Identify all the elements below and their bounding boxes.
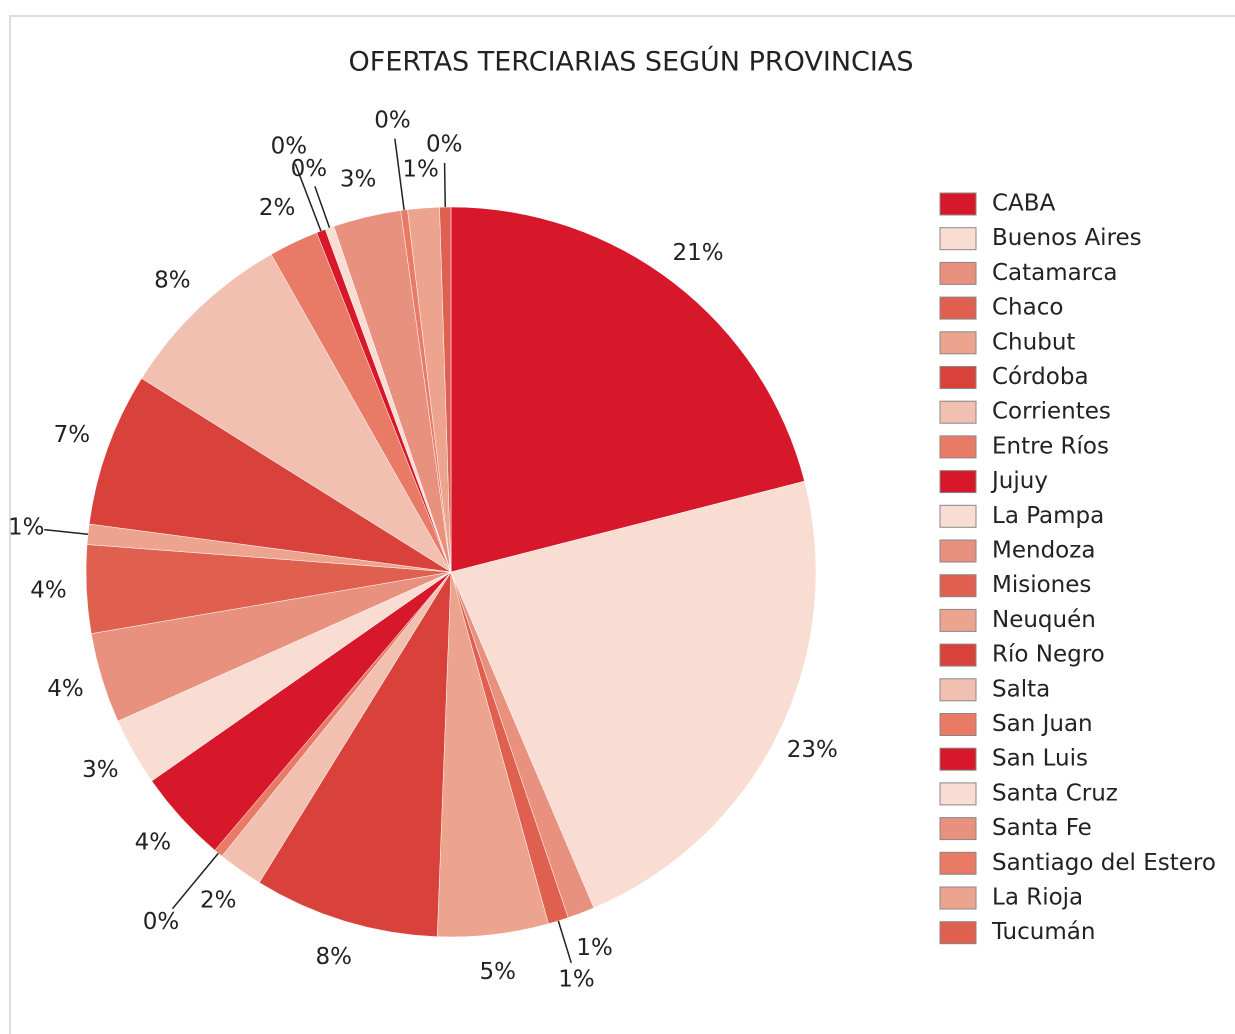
data-label: 4%: [30, 577, 67, 603]
data-label: 0%: [291, 156, 328, 182]
legend-swatch: [939, 851, 977, 875]
leader-line: [294, 163, 322, 232]
legend-swatch: [939, 608, 977, 632]
data-label: 2%: [259, 195, 296, 221]
legend-label: Salta: [992, 676, 1050, 702]
legend-swatch: [939, 921, 977, 945]
legend-swatch: [939, 886, 977, 910]
legend-label: Entre Ríos: [992, 433, 1109, 459]
data-label: 21%: [672, 240, 723, 266]
pie-slice: [450, 480, 817, 909]
leader-line: [443, 163, 447, 208]
legend-swatch: [939, 713, 977, 736]
legend-swatch: [939, 261, 977, 285]
leader-line: [394, 138, 405, 211]
legend-label: Mendoza: [992, 538, 1095, 564]
legend-swatch: [939, 470, 977, 494]
leader-line: [557, 920, 572, 964]
legend-label: Neuquén: [992, 607, 1096, 633]
pie-slice: [258, 571, 452, 938]
legend-label: CABA: [992, 191, 1056, 217]
legend-swatch: [939, 331, 977, 355]
data-label: 7%: [54, 422, 91, 448]
legend-label: Santa Cruz: [992, 780, 1118, 806]
data-label: 23%: [787, 737, 838, 763]
legend-swatch: [939, 643, 977, 667]
data-label: 4%: [135, 830, 172, 856]
data-label: 1%: [402, 157, 439, 183]
legend-label: La Pampa: [992, 503, 1104, 529]
legend-swatch: [939, 400, 977, 424]
leader-line: [314, 186, 331, 229]
data-label: 0%: [143, 909, 180, 935]
leader-line: [171, 852, 219, 910]
legend-label: La Rioja: [992, 885, 1083, 911]
legend-swatch: [939, 817, 977, 841]
legend-label: Chubut: [992, 329, 1075, 355]
pie-slice: [141, 254, 452, 573]
legend-label: Córdoba: [992, 364, 1089, 390]
data-label: 1%: [576, 935, 613, 961]
legend-swatch: [939, 678, 977, 702]
legend-label: Catamarca: [992, 260, 1117, 286]
data-label: 3%: [340, 166, 377, 192]
chart-title: OFERTAS TERCIARIAS SEGÚN PROVINCIAS: [349, 46, 914, 78]
legend-swatch: [939, 574, 977, 598]
frame: [9, 15, 1235, 1034]
legend-swatch: [939, 539, 977, 563]
legend-swatch: [939, 296, 977, 320]
data-label: 0%: [271, 133, 308, 159]
data-label: 5%: [479, 959, 516, 985]
legend-label: Santiago del Estero: [992, 850, 1216, 876]
data-label: 3%: [82, 757, 119, 783]
leader-line: [44, 528, 89, 535]
data-label: 1%: [558, 967, 595, 993]
legend-swatch: [939, 504, 977, 528]
data-label: 1%: [8, 514, 45, 540]
legend-label: Buenos Aires: [992, 225, 1142, 251]
legend-label: Chaco: [992, 295, 1063, 321]
data-label: 4%: [47, 676, 84, 702]
legend-label: San Luis: [992, 746, 1088, 772]
legend-label: Misiones: [992, 572, 1091, 598]
legend-swatch: [939, 227, 977, 251]
data-label: 8%: [154, 267, 191, 293]
legend-label: Jujuy: [990, 468, 1048, 494]
data-label: 0%: [374, 107, 411, 133]
legend-swatch: [939, 192, 977, 216]
legend-label: San Juan: [992, 711, 1093, 737]
pie-slice: [450, 206, 805, 573]
legend-swatch: [939, 366, 977, 389]
data-label: 8%: [315, 944, 352, 970]
legend-label: Río Negro: [992, 642, 1105, 668]
legend-label: Tucumán: [991, 919, 1095, 945]
pie-slice: [88, 378, 452, 573]
data-label: 0%: [426, 132, 463, 158]
data-label: 2%: [200, 887, 237, 913]
legend-swatch: [939, 435, 977, 459]
legend-label: Santa Fe: [992, 815, 1092, 841]
legend-swatch: [939, 747, 977, 771]
legend-swatch: [939, 782, 977, 806]
legend-label: Corrientes: [992, 399, 1111, 425]
